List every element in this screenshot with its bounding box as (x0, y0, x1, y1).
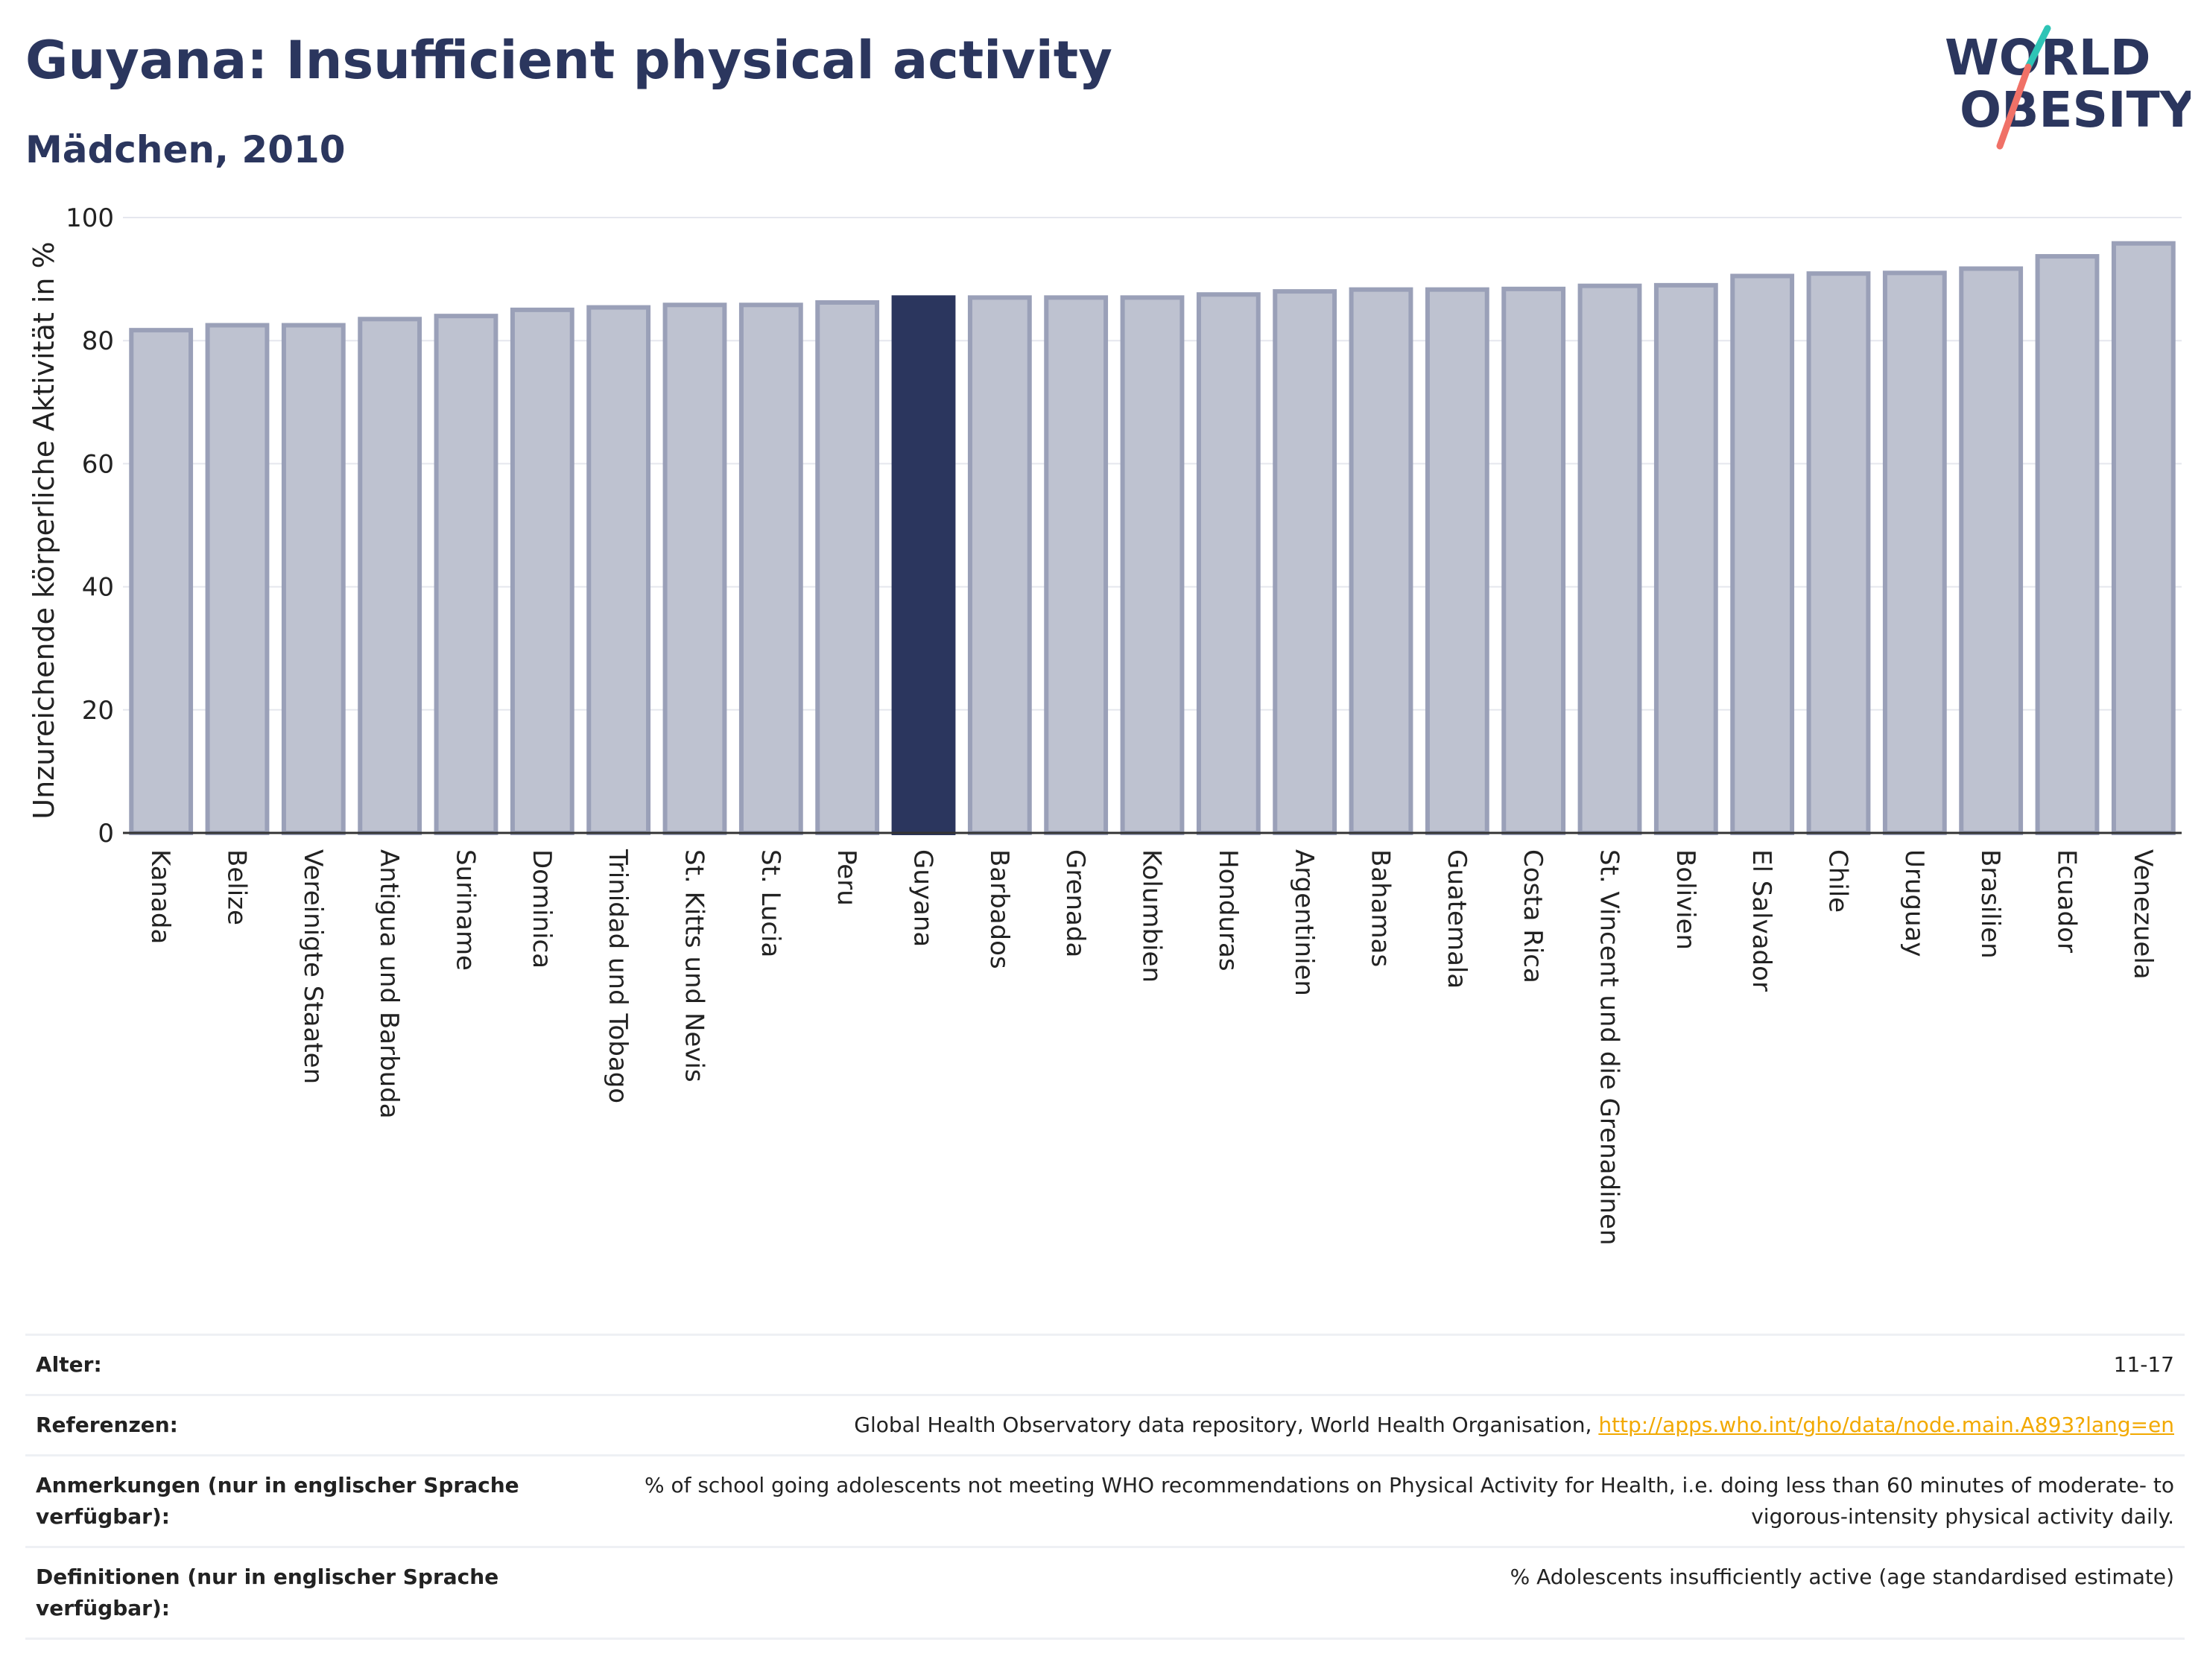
logo-slash-coral (1996, 63, 2032, 150)
info-label-notes: Anmerkungen (nur in englischer Sprache v… (36, 1473, 519, 1529)
x-tick-label: St. Lucia (756, 849, 785, 957)
bar-chile[interactable] (1806, 271, 1871, 835)
x-tick-label: Antigua und Barbuda (374, 849, 404, 1119)
reference-text: Global Health Observatory data repositor… (854, 1413, 1599, 1437)
info-value-age: 11-17 (2113, 1352, 2174, 1377)
y-tick-label: 60 (82, 449, 114, 479)
logo-text-line1: WORLD (1945, 29, 2151, 86)
info-value-references: Global Health Observatory data repositor… (568, 1395, 2185, 1456)
bar-peru[interactable] (815, 299, 880, 836)
x-tick-label: Bolivien (1671, 849, 1700, 950)
axis-layer: 0 20 40 60 80 100 Kanada Belize Vereinigte Staat… (66, 203, 2182, 1246)
info-row-references: Referenzen: Global Health Observatory da… (25, 1395, 2185, 1456)
y-axis-title: Unzureichende körperliche Aktivität in % (28, 241, 60, 819)
bar-st-kitts-und-nevis[interactable] (662, 302, 727, 835)
bar-suriname[interactable] (434, 314, 498, 836)
info-table: Alter: 11-17 Referenzen: Global Health O… (25, 1334, 2185, 1640)
y-tick-label: 40 (82, 573, 114, 603)
x-tick-label: Barbados (984, 849, 1014, 969)
x-tick-label: Kanada (145, 849, 175, 944)
bar-bolivien[interactable] (1653, 282, 1718, 835)
x-tick-label: Brasilien (1975, 849, 2005, 959)
bar-grenada[interactable] (1044, 295, 1109, 835)
bar-kanada[interactable] (129, 328, 194, 835)
x-tick-label: Grenada (1060, 849, 1090, 957)
bar-costa-rica[interactable] (1501, 286, 1566, 836)
bar-uruguay[interactable] (1882, 270, 1947, 835)
x-tick-label: St. Kitts und Nevis (680, 849, 709, 1083)
x-tick-label: Bahamas (1366, 849, 1396, 967)
info-row-notes: Anmerkungen (nur in englischer Sprache v… (25, 1455, 2185, 1547)
bar-argentinien[interactable] (1273, 289, 1337, 835)
x-tick-label: Costa Rica (1518, 849, 1548, 983)
x-tick-label: Suriname (451, 849, 481, 971)
bar-belize[interactable] (205, 323, 270, 835)
x-tick-label: Kolumbien (1137, 849, 1167, 983)
bar-layer (129, 241, 2176, 836)
bar-guyana[interactable] (891, 295, 956, 835)
world-obesity-logo: WORLD OBESITY (1945, 25, 2191, 150)
bar-guatemala[interactable] (1425, 287, 1489, 835)
bar-bahamas[interactable] (1349, 287, 1413, 835)
y-tick-label: 100 (66, 203, 114, 233)
bar-barbados[interactable] (967, 295, 1032, 835)
bar-trinidad-und-tobago[interactable] (586, 305, 651, 835)
bar-brasilien[interactable] (1959, 266, 2024, 836)
x-tick-label: St. Vincent und die Grenadinen (1595, 849, 1624, 1246)
x-tick-label: Venezuela (2128, 849, 2158, 980)
info-value-notes: % of school going adolescents not meetin… (644, 1473, 2174, 1529)
x-tick-label: Belize (222, 849, 252, 925)
chart-title: Guyana: Insufficient physical activity (25, 30, 1112, 91)
x-tick-label: Guatemala (1442, 849, 1472, 989)
x-tick-label: Vereinigte Staaten (298, 849, 328, 1084)
x-tick-label: Chile (1823, 849, 1853, 913)
bar-dominica[interactable] (510, 307, 574, 835)
x-tick-label: Uruguay (1899, 849, 1929, 957)
logo-text-line2: OBESITY (1960, 81, 2191, 139)
info-row-age: Alter: 11-17 (25, 1334, 2185, 1395)
x-tick-label: Dominica (527, 849, 557, 969)
bar-antigua-und-barbuda[interactable] (358, 317, 422, 836)
chart-subtitle: Mädchen, 2010 (25, 128, 346, 171)
bar-st-lucia[interactable] (738, 302, 803, 835)
info-row-definitions: Definitionen (nur in englischer Sprache … (25, 1547, 2185, 1639)
info-label-references: Referenzen: (36, 1413, 178, 1437)
bar-honduras[interactable] (1196, 292, 1261, 835)
bar-venezuela[interactable] (2111, 241, 2176, 835)
x-tick-label: Trinidad und Tobago (603, 849, 633, 1103)
logo-slash-teal (2024, 25, 2051, 71)
y-tick-label: 80 (82, 326, 114, 356)
info-label-definitions: Definitionen (nur in englischer Sprache … (36, 1565, 499, 1620)
bar-st-vincent-und-die-grenadinen[interactable] (1577, 283, 1642, 836)
info-label-age: Alter: (36, 1352, 102, 1377)
bar-el-salvador[interactable] (1730, 273, 1795, 836)
bar-chart: 0 20 40 60 80 100 Kanada Belize Vereinigte Staat… (28, 203, 2182, 1246)
reference-link[interactable]: http://apps.who.int/gho/data/node.main.A… (1598, 1413, 2174, 1437)
y-tick-label: 20 (82, 696, 114, 726)
info-value-definitions: % Adolescents insufficiently active (age… (1510, 1565, 2174, 1589)
y-tick-label: 0 (98, 819, 114, 849)
x-tick-label: El Salvador (1747, 849, 1776, 992)
bar-vereinigte-staaten[interactable] (281, 323, 346, 835)
x-tick-label: Guyana (908, 849, 938, 947)
x-tick-label: Honduras (1213, 849, 1243, 971)
bar-ecuador[interactable] (2035, 254, 2100, 835)
bar-kolumbien[interactable] (1120, 295, 1185, 835)
x-tick-label: Peru (832, 849, 861, 906)
x-tick-label: Argentinien (1289, 849, 1319, 996)
x-tick-label: Ecuador (2052, 849, 2082, 953)
